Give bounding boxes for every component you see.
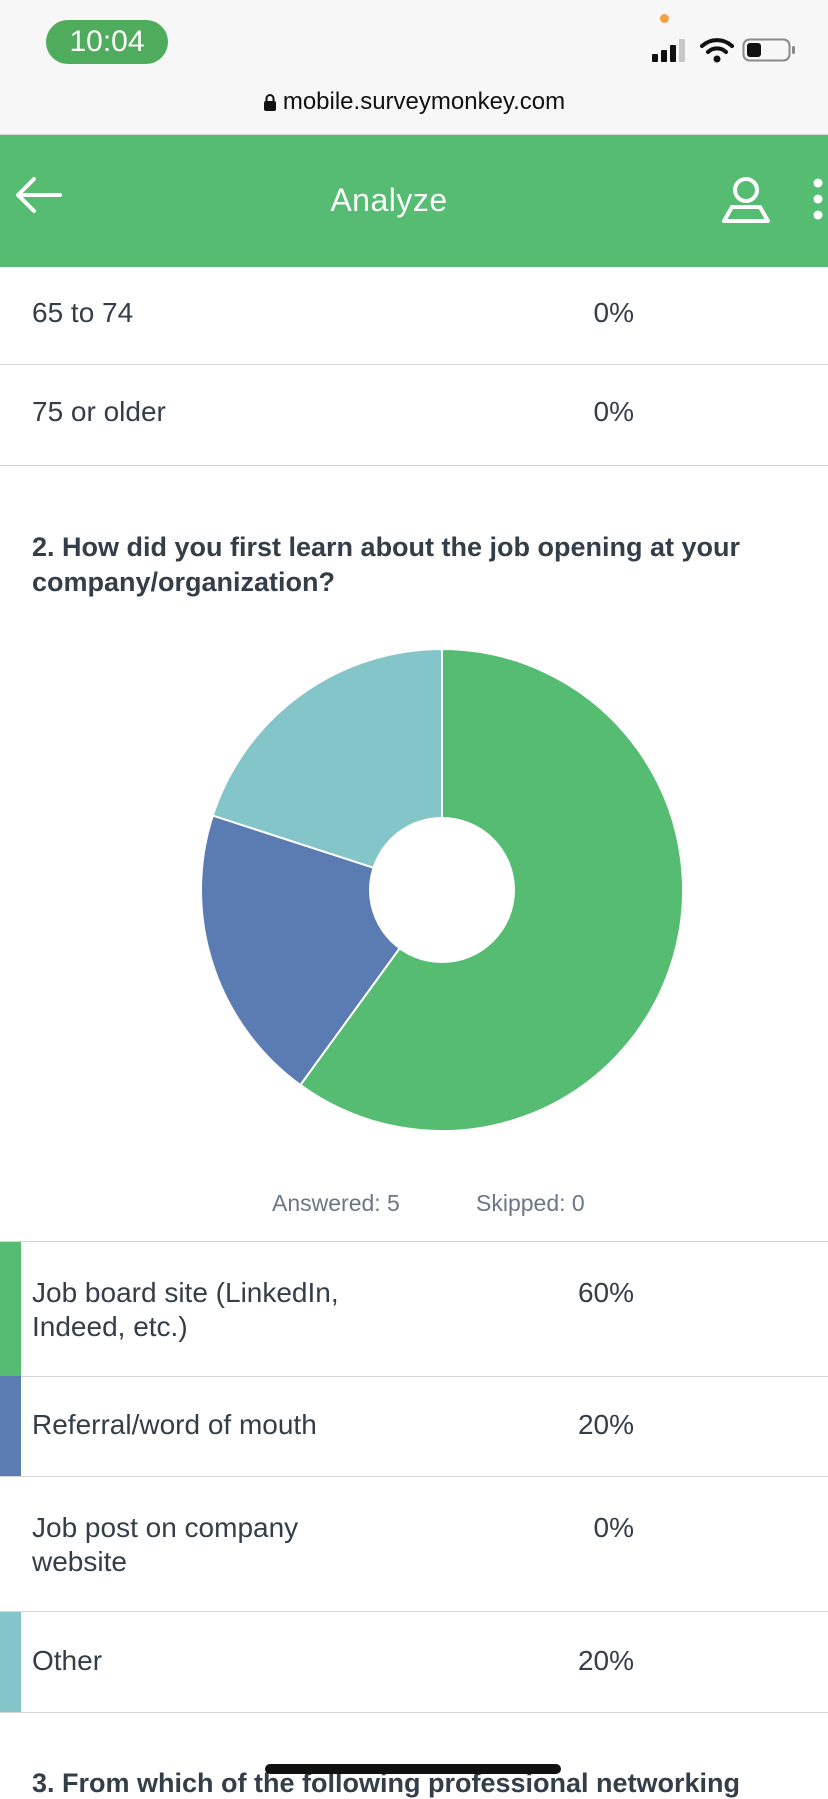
question-title: 2. How did you first learn about the job… — [32, 532, 741, 597]
battery-icon — [742, 38, 795, 62]
more-vertical-icon — [813, 178, 823, 220]
app-header: Analyze — [0, 135, 828, 267]
donut-chart — [200, 647, 684, 1132]
table-row: Job post on company website 0% — [0, 1477, 828, 1612]
row-label: 75 or older — [32, 396, 166, 427]
answered-count: Answered: 5 — [272, 1190, 400, 1216]
row-percent: 20% — [577, 1645, 634, 1676]
page-title: Analyze — [330, 182, 448, 218]
status-bar: 10:04 mobile.surveymonkey.com — [0, 0, 828, 135]
account-button[interactable] — [718, 171, 774, 227]
lock-icon — [263, 94, 276, 111]
status-time: 10:04 — [46, 20, 168, 64]
color-swatch — [0, 1376, 21, 1476]
row-label: Other — [32, 1645, 103, 1676]
privacy-indicator-dot — [660, 14, 669, 23]
donut-hole — [369, 817, 515, 963]
address-bar[interactable]: mobile.surveymonkey.com — [0, 84, 828, 120]
table-row: 65 to 74 0% — [0, 268, 828, 365]
row-label: 65 to 74 — [32, 297, 134, 328]
arrow-left-icon — [16, 177, 62, 213]
user-icon — [722, 177, 770, 223]
color-swatch — [0, 1242, 21, 1376]
table-row: 75 or older 0% — [0, 365, 828, 466]
row-label: Referral/word of mouth — [32, 1409, 317, 1440]
skipped-count: Skipped: 0 — [476, 1190, 585, 1216]
table-row: Job board site (LinkedIn, Indeed, etc.) … — [0, 1241, 828, 1377]
row-percent: 60% — [577, 1277, 634, 1308]
table-row: Referral/word of mouth 20% — [0, 1376, 828, 1477]
wifi-icon — [700, 38, 734, 63]
pie-slice[interactable] — [211, 647, 443, 892]
row-percent: 20% — [577, 1409, 634, 1440]
color-swatch — [0, 1612, 21, 1712]
back-button[interactable] — [10, 165, 70, 225]
row-percent: 0% — [593, 396, 634, 427]
cellular-signal-icon — [652, 39, 685, 62]
row-label: Job board site (LinkedIn, Indeed, etc.) — [32, 1277, 339, 1342]
home-indicator[interactable] — [265, 1764, 561, 1774]
row-label: Job post on company website — [32, 1512, 299, 1577]
row-percent: 0% — [593, 1512, 634, 1543]
row-percent: 0% — [593, 297, 634, 328]
more-button[interactable] — [808, 175, 828, 231]
table-row: Other 20% — [0, 1612, 828, 1713]
url-text: mobile.surveymonkey.com — [282, 88, 566, 115]
